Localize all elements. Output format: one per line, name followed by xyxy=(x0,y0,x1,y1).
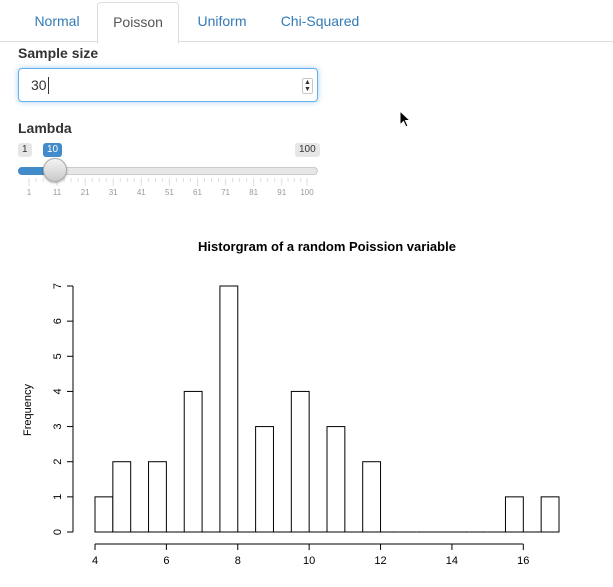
x-tick-label: 16 xyxy=(517,555,529,567)
y-tick-label: 2 xyxy=(52,459,64,465)
slider-tick-label: 71 xyxy=(221,188,231,197)
y-tick-label: 4 xyxy=(52,388,64,394)
y-axis-label: Frequency xyxy=(22,384,34,436)
histogram-bar xyxy=(504,496,524,533)
slider-value-label: 10 xyxy=(43,143,63,157)
x-tick-label: 6 xyxy=(163,555,169,567)
tab-chi-squared[interactable]: Chi-Squared xyxy=(280,13,360,29)
tab-bar: Normal Poisson Uniform Chi-Squared xyxy=(0,0,613,44)
y-tick-label: 0 xyxy=(52,529,64,535)
slider-tick-label: 61 xyxy=(193,188,202,197)
histogram-bar xyxy=(94,496,114,533)
slider-tick-label: 11 xyxy=(52,188,62,197)
y-tick-label: 1 xyxy=(52,494,64,500)
lambda-label: Lambda xyxy=(18,120,72,136)
chart-title: Historgram of a random Poission variable xyxy=(198,239,456,254)
slider-handle[interactable] xyxy=(43,158,67,182)
slider-tick-label: 21 xyxy=(80,188,90,197)
histogram-chart: Historgram of a random Poission variable… xyxy=(22,239,560,567)
tab-normal[interactable]: Normal xyxy=(34,13,80,29)
x-tick-label: 12 xyxy=(374,555,386,567)
slider-tick-label: 51 xyxy=(164,188,174,197)
histogram-bar xyxy=(362,461,382,533)
sample-size-value: 30 xyxy=(31,77,47,93)
spin-arrows-icon[interactable]: ▲ ▼ xyxy=(302,78,313,94)
y-tick-label: 5 xyxy=(52,353,64,359)
sample-size-label: Sample size xyxy=(18,45,99,61)
x-tick-label: 10 xyxy=(303,555,315,567)
tab-uniform[interactable]: Uniform xyxy=(197,13,247,29)
x-tick-label: 14 xyxy=(446,555,458,567)
sample-size-input[interactable]: 30 ▲ ▼ xyxy=(18,68,318,102)
histogram-bar xyxy=(255,426,274,533)
text-caret xyxy=(48,77,49,94)
y-tick-label: 3 xyxy=(52,424,64,430)
slider-tick-label: 31 xyxy=(108,188,118,197)
histogram-bar xyxy=(540,496,560,533)
slider-min-label: 1 xyxy=(18,143,32,157)
y-tick-label: 6 xyxy=(52,318,64,324)
y-tick-label: 7 xyxy=(52,283,64,289)
histogram-bar xyxy=(183,390,203,533)
slider-tick-label: 91 xyxy=(277,188,287,197)
slider-max-label: 100 xyxy=(295,143,320,157)
slider-tick-label: 81 xyxy=(249,188,259,197)
histogram-bar xyxy=(219,285,239,533)
x-tick-label: 4 xyxy=(92,555,98,567)
x-tick-label: 8 xyxy=(235,555,241,567)
slider-tick-label: 41 xyxy=(136,188,146,197)
histogram-bar xyxy=(148,461,167,533)
slider-tick-label: 100 xyxy=(300,188,314,197)
bars-group xyxy=(94,285,560,533)
histogram-bar xyxy=(112,461,132,533)
histogram-bar xyxy=(290,390,310,533)
histogram-bar xyxy=(326,426,346,533)
tab-poisson[interactable]: Poisson xyxy=(97,2,179,44)
mouse-pointer-icon xyxy=(399,110,412,128)
slider-fill xyxy=(18,167,55,175)
slider-grid xyxy=(28,178,308,186)
slider-tick-label: 1 xyxy=(26,188,32,197)
